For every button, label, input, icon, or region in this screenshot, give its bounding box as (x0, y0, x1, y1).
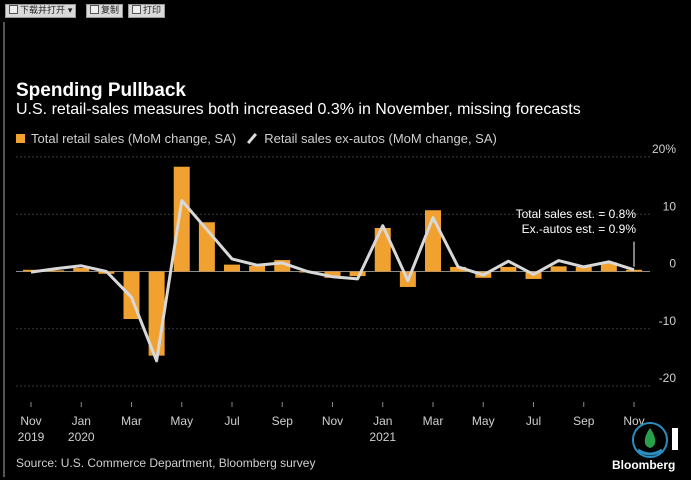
download-open-button[interactable]: 下载并打开 ▾ (5, 4, 77, 18)
save-icon (9, 5, 18, 14)
annotation-text: Ex.-autos est. = 0.9% (522, 222, 637, 236)
x-tick-year: 2020 (68, 430, 95, 444)
print-icon (132, 5, 141, 14)
bar (374, 227, 391, 272)
y-tick-label: -10 (659, 314, 677, 328)
bar (274, 260, 291, 272)
legend-label-exautos: Retail sales ex-autos (MoM change, SA) (264, 131, 497, 146)
bar (626, 269, 642, 272)
bar (249, 265, 266, 272)
bar (173, 166, 190, 272)
chart-subtitle: U.S. retail-sales measures both increase… (16, 101, 581, 118)
brand-label: Bloomberg (612, 458, 676, 472)
y-tick-label: 20% (652, 142, 676, 156)
y-tick-label: 10 (663, 199, 677, 213)
download-open-label: 下载并打开 (20, 6, 66, 16)
y-tick-label: 0 (669, 257, 676, 271)
chart-frame (3, 22, 689, 477)
bar (48, 270, 65, 272)
x-tick-label: Sep (272, 414, 294, 428)
copy-label: 复制 (101, 6, 120, 16)
toolbar: 下载并打开 ▾ 复制 打印 (0, 0, 691, 20)
copy-icon (90, 5, 99, 14)
x-tick-label: Nov (322, 414, 343, 428)
x-tick-label: Nov (623, 414, 644, 428)
bar (550, 266, 567, 272)
copy-button[interactable]: 复制 (86, 4, 124, 18)
bar (349, 271, 366, 277)
bar (575, 266, 592, 272)
bar (600, 262, 617, 272)
print-label: 打印 (143, 6, 162, 16)
annotation-text: Total sales est. = 0.8% (516, 207, 637, 221)
bar (224, 264, 240, 272)
bar (324, 271, 341, 278)
x-tick-year: 2021 (369, 430, 396, 444)
y-tick-label: -20 (659, 371, 677, 385)
x-tick-label: May (472, 414, 495, 428)
print-button[interactable]: 打印 (128, 4, 166, 18)
x-tick-label: Mar (423, 414, 444, 428)
chart-title: Spending Pullback (16, 80, 186, 101)
legend-label-total: Total retail sales (MoM change, SA) (31, 131, 237, 146)
chart-source: Source: U.S. Commerce Department, Bloomb… (16, 456, 316, 470)
x-tick-label: May (170, 414, 193, 428)
series-line-exautos (30, 199, 635, 363)
x-tick-label: Mar (121, 414, 142, 428)
bar (500, 266, 517, 272)
watermark-logo (632, 422, 678, 458)
x-tick-label: Jul (526, 414, 541, 428)
x-tick-year: 2019 (18, 430, 45, 444)
x-tick-label: Nov (20, 414, 41, 428)
x-tick-label: Jul (224, 414, 239, 428)
legend-swatch-total (16, 134, 25, 143)
bar (450, 266, 467, 272)
x-tick-label: Jan (373, 414, 392, 428)
x-tick-label: Sep (573, 414, 595, 428)
x-tick-label: Jan (72, 414, 91, 428)
bar (73, 268, 90, 272)
chart-legend: Total retail sales (MoM change, SA) Reta… (16, 131, 497, 146)
